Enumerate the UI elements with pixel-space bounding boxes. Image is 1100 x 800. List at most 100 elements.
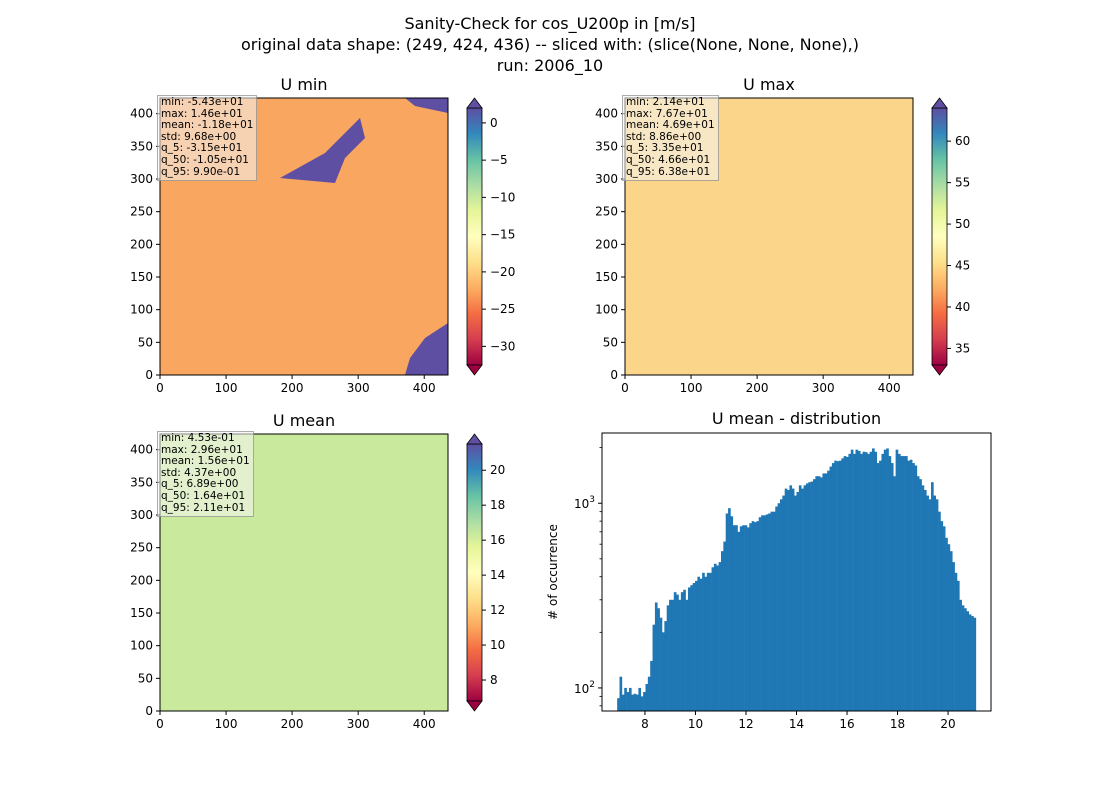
histogram-bar [836, 461, 840, 711]
histogram-bar [952, 562, 955, 711]
y-tick-label: 400 [130, 443, 153, 457]
map-panel-min [156, 97, 486, 379]
histogram-bar [756, 521, 760, 711]
y-tick-label: 100 [130, 639, 153, 653]
colorbar-extend-min [931, 364, 948, 376]
y-tick-label: 400 [130, 107, 153, 121]
histogram-bar [791, 488, 795, 711]
hist-y-tick-label: 103 [574, 495, 595, 511]
histogram-bar [855, 449, 859, 711]
x-tick-label: 100 [680, 381, 703, 395]
histogram-bar [739, 526, 743, 711]
hist-y-tick-label: 102 [574, 680, 595, 696]
histogram-bar [770, 511, 774, 711]
histogram-bar [798, 485, 802, 711]
histogram-bar [954, 572, 958, 711]
histogram-bar [796, 492, 800, 711]
y-tick-label: 0 [145, 368, 153, 382]
histogram-bar [822, 473, 826, 711]
histogram-bar [784, 488, 788, 711]
stat-line: q_50: -1.05e+01 [161, 153, 249, 166]
histogram-bar [801, 488, 804, 711]
stats-box-u-max: min: 2.14e+01 max: 7.67e+01 mean: 4.69e+… [622, 95, 719, 182]
y-tick-label: 300 [595, 172, 618, 186]
histogram-bar [659, 617, 663, 711]
histogram-bar [661, 632, 665, 711]
histogram-bar [650, 660, 653, 711]
histogram-bar [841, 458, 844, 711]
histogram-title: U mean - distribution [712, 409, 881, 428]
histogram-bar [956, 580, 960, 711]
histogram-bar [742, 525, 745, 711]
histogram-bar [862, 451, 866, 711]
y-tick-label: 50 [603, 335, 618, 349]
y-tick-label: 250 [595, 205, 618, 219]
histogram-bar [657, 608, 660, 711]
stat-line: q_50: 1.64e+01 [161, 489, 246, 502]
histogram-bar [945, 537, 948, 711]
histogram-bar [695, 580, 698, 711]
hist-x-tick-label: 20 [940, 717, 955, 731]
histogram-bar [933, 495, 937, 711]
histogram-bar [808, 482, 811, 711]
histogram-bar [869, 451, 873, 711]
x-tick-label: 300 [347, 717, 370, 731]
histogram-bar [709, 572, 712, 711]
histogram-bar [909, 459, 913, 711]
y-tick-label: 150 [130, 606, 153, 620]
y-tick-label: 250 [130, 205, 153, 219]
histogram-bar [926, 495, 929, 711]
histogram-bar [687, 587, 691, 711]
stat-line: q_5: 3.35e+01 [626, 142, 704, 155]
colorbar-tick-label: 8 [490, 673, 498, 687]
histogram-bar [636, 694, 639, 711]
x-tick-label: 0 [621, 381, 629, 395]
histogram-bar [711, 567, 715, 711]
histogram-bar [834, 460, 837, 711]
histogram-bar [805, 483, 809, 711]
stat-line: min: 4.53e-01 [161, 432, 235, 444]
y-tick-label: 0 [145, 704, 153, 718]
colorbar-tick-label: 16 [490, 533, 505, 547]
histogram-bar [964, 608, 967, 711]
histogram-bar [827, 470, 830, 711]
field-region [405, 98, 448, 113]
histogram-bar [923, 489, 927, 711]
histogram-bar [678, 599, 682, 711]
histogram-bar [699, 578, 703, 711]
histogram-bar [919, 479, 922, 711]
hist-x-tick-label: 16 [839, 717, 854, 731]
histogram-bar [848, 453, 852, 711]
histogram-bar [685, 599, 689, 711]
histogram-bar [737, 531, 741, 711]
histogram-bar [692, 582, 696, 711]
histogram-bar [938, 511, 941, 711]
histogram-bar [690, 585, 693, 711]
histogram-bar [751, 521, 755, 711]
stat-line: min: 2.14e+01 [626, 96, 705, 108]
panel-title: U max [743, 75, 795, 94]
histogram-bar [720, 551, 724, 711]
stat-line: mean: 4.69e+01 [626, 119, 715, 132]
colorbar-tick-label: 45 [955, 259, 970, 273]
colorbar-tick-label: 35 [955, 341, 970, 355]
histogram-bar [763, 515, 767, 711]
histogram-bar [803, 485, 807, 711]
colorbar-tick-label: 60 [955, 134, 970, 148]
stat-line: min: -5.43e+01 [161, 96, 244, 108]
x-tick-label: 200 [281, 381, 304, 395]
histogram-bar [794, 495, 797, 711]
y-tick-label: 150 [130, 270, 153, 284]
x-tick-label: 100 [215, 717, 238, 731]
axes-frame [624, 97, 914, 376]
histogram-bar [971, 616, 974, 711]
stat-line: q_95: 2.11e+01 [161, 501, 246, 514]
stat-line: q_95: 9.90e-01 [161, 165, 241, 178]
colorbar-tick-label: −25 [490, 302, 515, 316]
histogram-bar [654, 602, 658, 711]
histogram-bar [874, 451, 878, 711]
histogram-bar [626, 692, 630, 711]
histogram-bar [673, 592, 677, 711]
histogram-bar [921, 485, 925, 711]
histogram-bar [669, 599, 672, 711]
